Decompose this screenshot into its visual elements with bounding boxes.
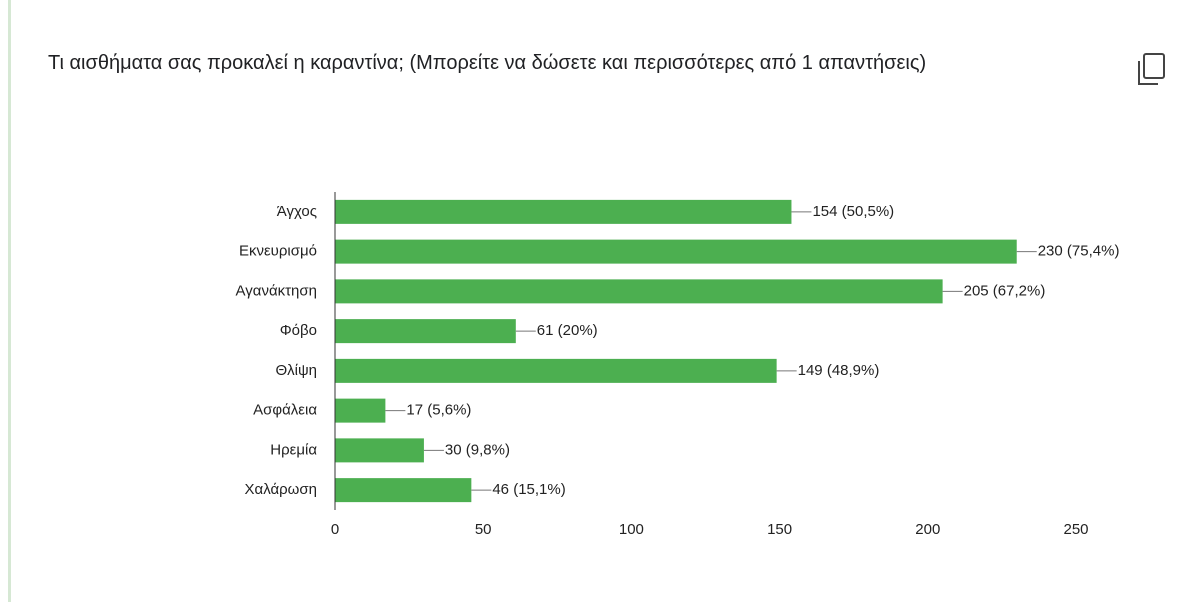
question-title: Τι αισθήματα σας προκαλεί η καραντίνα; (… [48, 52, 927, 74]
y-tick-label: Αγανάκτηση [236, 282, 317, 299]
x-tick-label: 150 [767, 521, 792, 538]
x-tick-label: 250 [1063, 521, 1088, 538]
bar [335, 279, 943, 304]
data-label: 46 (15,1%) [492, 481, 565, 498]
data-label: 149 (48,9%) [798, 362, 880, 379]
data-label: 205 (67,2%) [964, 282, 1046, 299]
y-tick-label: Φόβο [280, 322, 317, 339]
bar [335, 319, 516, 344]
y-tick-label: Θλίψη [275, 362, 317, 379]
x-tick-label: 50 [475, 521, 492, 538]
data-label: 30 (9,8%) [445, 441, 510, 458]
y-tick-label: Ηρεμία [270, 441, 317, 458]
bar [335, 358, 777, 383]
bar [335, 398, 386, 423]
data-label: 154 (50,5%) [812, 203, 894, 220]
y-tick-label: Άγχος [277, 203, 317, 220]
data-label: 17 (5,6%) [406, 402, 471, 419]
bar [335, 478, 472, 503]
y-tick-label: Ασφάλεια [253, 402, 317, 419]
x-tick-label: 100 [619, 521, 644, 538]
y-tick-label: Χαλάρωση [245, 481, 317, 498]
y-tick-label: Εκνευρισμό [239, 243, 317, 260]
bar [335, 199, 792, 224]
copy-icon[interactable] [1138, 53, 1165, 85]
x-tick-label: 0 [331, 521, 339, 538]
bar [335, 239, 1017, 264]
data-label: 230 (75,4%) [1038, 243, 1120, 260]
card-accent [8, 0, 11, 602]
x-tick-label: 200 [915, 521, 940, 538]
bar [335, 438, 424, 463]
data-label: 61 (20%) [537, 322, 598, 339]
